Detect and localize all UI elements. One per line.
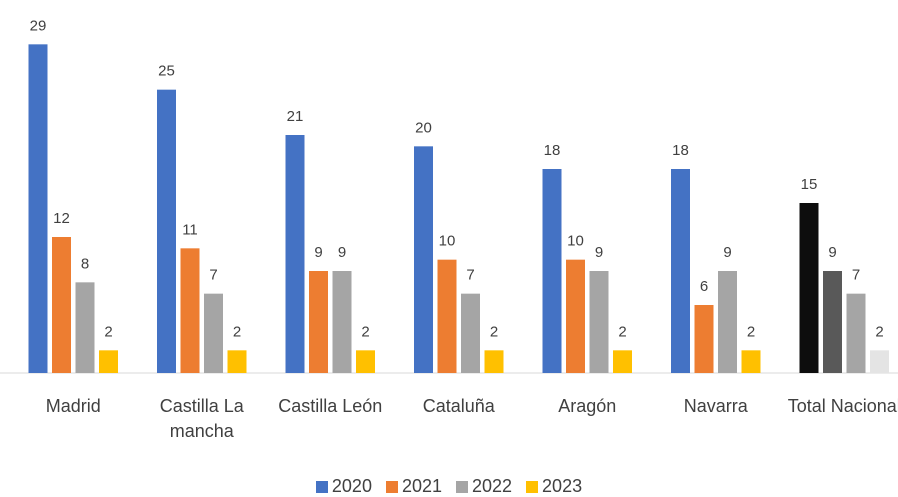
x-tick-label: Cataluña (422, 396, 495, 416)
data-label: 29 (30, 17, 47, 34)
data-label: 9 (314, 244, 322, 261)
data-label: 18 (672, 142, 689, 159)
data-label: 10 (439, 233, 456, 250)
legend-label: 2021 (401, 476, 442, 496)
data-label: 9 (595, 244, 603, 261)
x-tick-label: Navarra (683, 396, 748, 416)
bar (741, 350, 761, 373)
bar (718, 271, 737, 373)
legend-label: 2023 (542, 476, 583, 496)
legend-label: 2022 (472, 476, 513, 496)
bar (157, 89, 176, 374)
legend-swatch (456, 480, 468, 493)
legend-swatch (385, 480, 398, 493)
bar (461, 293, 480, 373)
legend-item: 2020 (315, 476, 372, 497)
data-label: 7 (466, 267, 474, 284)
bar (613, 350, 632, 373)
bar (589, 271, 609, 373)
data-label: 7 (852, 267, 860, 284)
bar (227, 350, 247, 373)
bar (484, 350, 504, 373)
bar (75, 282, 95, 373)
bar (180, 248, 200, 373)
bar (542, 169, 562, 373)
data-label: 9 (338, 244, 346, 261)
data-label: 9 (723, 244, 731, 261)
legend-item: 2023 (526, 476, 582, 497)
bar (204, 293, 223, 373)
legend-item: 2022 (456, 476, 512, 497)
bar (332, 271, 352, 373)
data-label: 11 (182, 221, 198, 238)
bar (823, 271, 842, 373)
bar (309, 271, 328, 373)
bar (414, 146, 433, 373)
data-label: 12 (53, 210, 70, 227)
x-tick-label: Madrid (45, 396, 101, 416)
bar (28, 44, 48, 373)
legend: 2020 2021 2022 2023 (0, 476, 898, 497)
x-tick-label: Total Nacional (787, 396, 898, 416)
data-label: 21 (287, 108, 304, 125)
data-label: 10 (567, 233, 584, 250)
data-label: 18 (544, 142, 561, 159)
bar (285, 135, 305, 373)
data-label: 9 (828, 244, 836, 261)
bar (799, 203, 819, 373)
data-label: 20 (415, 119, 432, 136)
legend-item: 2021 (385, 476, 442, 497)
bar (99, 350, 118, 373)
bar (870, 350, 889, 373)
data-label: 2 (875, 323, 883, 340)
data-label: 8 (81, 255, 89, 272)
data-label: 2 (361, 323, 369, 340)
data-label: 6 (700, 278, 708, 295)
data-label: 25 (158, 63, 175, 80)
data-label: 7 (209, 267, 217, 284)
x-tick-label: Castilla La mancha (159, 396, 244, 441)
legend-swatch (526, 480, 539, 493)
bar (356, 350, 375, 373)
x-tick-label: Castilla León (278, 396, 383, 416)
bar (671, 169, 690, 373)
bar (566, 259, 585, 373)
bar (437, 259, 457, 373)
data-label: 2 (747, 323, 755, 340)
data-label: 2 (490, 323, 498, 340)
legend-label: 2020 (331, 476, 372, 496)
data-label: 2 (104, 323, 112, 340)
x-tick-label: Aragón (558, 396, 617, 416)
legend-swatch (315, 480, 328, 493)
bar (846, 293, 866, 373)
bar (694, 305, 714, 373)
data-label: 2 (233, 323, 241, 340)
data-label: 2 (618, 323, 626, 340)
data-label: 15 (801, 176, 818, 193)
bar (52, 237, 71, 373)
